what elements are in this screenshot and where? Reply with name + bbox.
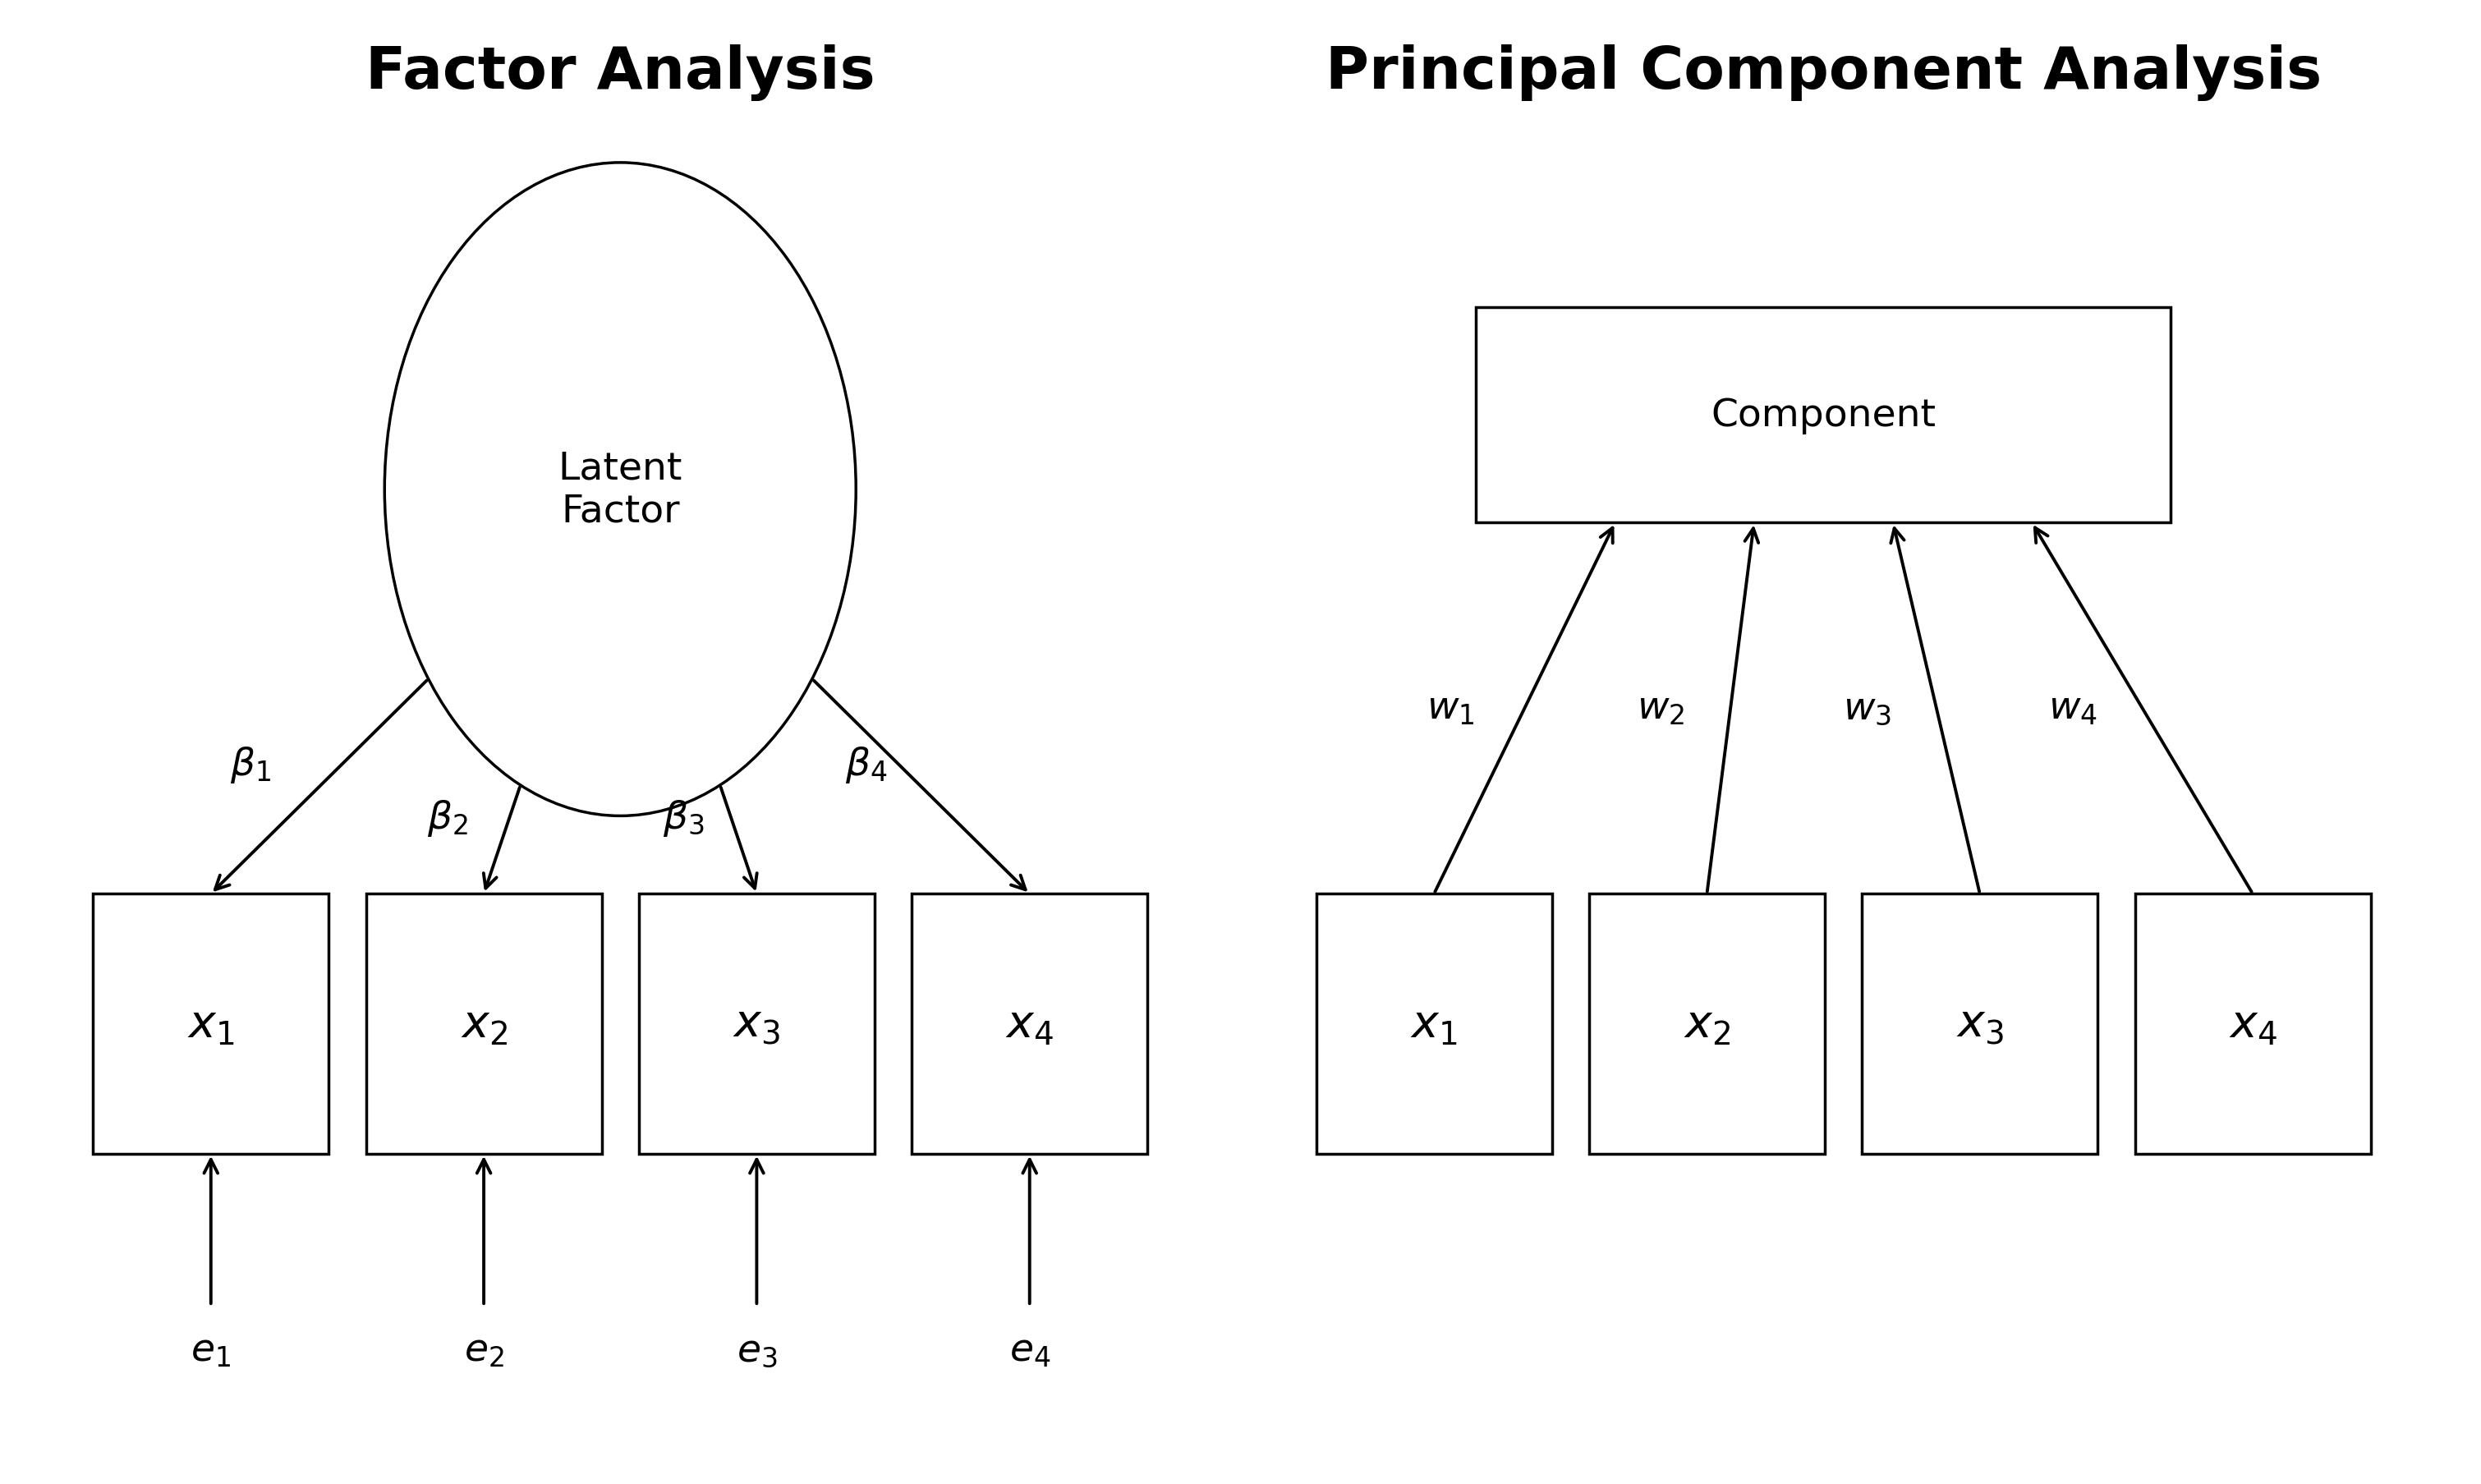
Text: $w_2$: $w_2$ bbox=[1637, 690, 1685, 727]
Text: $x_3$: $x_3$ bbox=[732, 1002, 782, 1046]
Text: $e_2$: $e_2$ bbox=[464, 1333, 504, 1368]
Text: Factor Analysis: Factor Analysis bbox=[365, 45, 876, 101]
Text: $\beta_3$: $\beta_3$ bbox=[662, 797, 705, 837]
Text: $w_1$: $w_1$ bbox=[1427, 690, 1474, 727]
Text: $\beta_1$: $\beta_1$ bbox=[231, 745, 270, 785]
Text: $w_4$: $w_4$ bbox=[2049, 690, 2096, 727]
Text: $w_3$: $w_3$ bbox=[1843, 690, 1891, 727]
Text: $x_4$: $x_4$ bbox=[2228, 1002, 2278, 1046]
Text: $x_2$: $x_2$ bbox=[1685, 1002, 1729, 1046]
Text: $\beta_4$: $\beta_4$ bbox=[846, 745, 888, 785]
Text: $x_4$: $x_4$ bbox=[1005, 1002, 1054, 1046]
Text: $e_4$: $e_4$ bbox=[1010, 1333, 1049, 1368]
Text: $x_2$: $x_2$ bbox=[461, 1002, 506, 1046]
Text: $\beta_2$: $\beta_2$ bbox=[427, 797, 469, 837]
Text: Latent
Factor: Latent Factor bbox=[558, 450, 682, 530]
Text: Component: Component bbox=[1712, 398, 1935, 433]
Text: $x_1$: $x_1$ bbox=[1409, 1002, 1459, 1046]
Text: $x_3$: $x_3$ bbox=[1955, 1002, 2005, 1046]
Text: $e_1$: $e_1$ bbox=[191, 1333, 231, 1368]
Text: $x_1$: $x_1$ bbox=[186, 1002, 236, 1046]
Text: Principal Component Analysis: Principal Component Analysis bbox=[1325, 45, 2322, 101]
Text: $e_3$: $e_3$ bbox=[737, 1333, 777, 1368]
